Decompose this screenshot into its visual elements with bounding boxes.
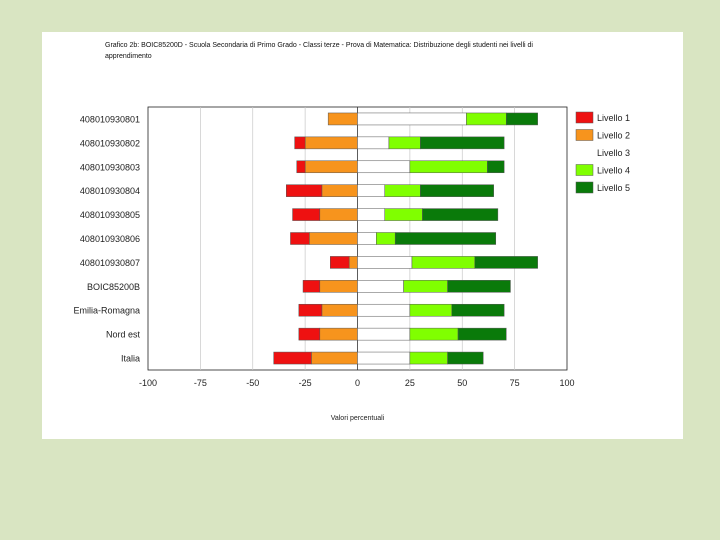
category-label: 408010930807 xyxy=(80,258,140,268)
bar-segment xyxy=(357,351,411,365)
bar-segment xyxy=(298,327,321,341)
legend-label: Livello 1 xyxy=(597,113,630,123)
bar-segment xyxy=(298,303,323,317)
bar-segment xyxy=(357,160,411,174)
category-label: 408010930806 xyxy=(80,234,140,244)
bar-segment xyxy=(422,208,499,221)
bar-segment xyxy=(357,327,411,341)
bar-segment xyxy=(304,136,358,150)
bar-segment xyxy=(466,112,507,126)
bar-segment xyxy=(409,351,448,365)
bar-segment xyxy=(357,136,390,150)
x-tick-label: -100 xyxy=(139,378,157,388)
category-label: 408010930802 xyxy=(80,138,140,148)
bar-segment xyxy=(330,256,350,269)
bar-segment xyxy=(474,256,538,269)
bar-segment xyxy=(327,112,358,126)
bar-segment xyxy=(290,232,310,245)
bar-segment xyxy=(411,256,476,269)
bar-segment xyxy=(357,256,413,269)
bar-segment xyxy=(302,280,321,293)
bar-segment xyxy=(409,303,453,317)
bar-segment xyxy=(273,351,312,365)
legend-label: Livello 4 xyxy=(597,166,630,176)
bar-segment xyxy=(457,327,507,341)
bar-segment xyxy=(296,160,306,174)
x-tick-label: -75 xyxy=(194,378,207,388)
bar-segment xyxy=(286,184,323,197)
bar-segment xyxy=(451,303,505,317)
bar-segment xyxy=(294,136,306,150)
legend-label: Livello 5 xyxy=(597,183,630,193)
legend-label: Livello 3 xyxy=(597,148,630,158)
bar-segment xyxy=(292,208,321,221)
x-tick-label: 50 xyxy=(457,378,467,388)
bar-segment xyxy=(319,208,358,221)
legend-swatch xyxy=(575,129,594,141)
x-tick-label: -50 xyxy=(246,378,259,388)
legend-swatch xyxy=(575,164,594,176)
category-label: Italia xyxy=(121,354,140,364)
bar-segment xyxy=(447,351,484,365)
bar-segment xyxy=(487,160,505,174)
bar-segment xyxy=(311,351,358,365)
bar-segment xyxy=(357,208,385,221)
category-label: 408010930805 xyxy=(80,210,140,220)
legend-swatch xyxy=(575,111,594,124)
chart-title: Grafico 2b: BOIC85200D - Scuola Secondar… xyxy=(105,42,533,60)
bar-segment xyxy=(403,280,448,293)
category-label: 408010930801 xyxy=(80,114,140,124)
x-tick-label: 0 xyxy=(355,378,360,388)
bar-segment xyxy=(304,160,358,174)
bar-segment xyxy=(357,232,377,245)
x-tick-label: 100 xyxy=(559,378,574,388)
bar-segment xyxy=(321,184,358,197)
category-label: Nord est xyxy=(106,330,141,340)
legend-label: Livello 2 xyxy=(597,131,630,141)
bar-segment xyxy=(357,280,404,293)
category-label: Emilia-Romagna xyxy=(73,306,140,316)
bar-segment xyxy=(357,184,385,197)
bar-segment xyxy=(505,112,538,126)
bar-segment xyxy=(409,160,488,174)
bar-segment xyxy=(357,303,411,317)
bar-segment xyxy=(384,208,423,221)
bar-segment xyxy=(348,256,358,269)
x-tick-label: 75 xyxy=(510,378,520,388)
legend-swatch xyxy=(575,181,594,194)
bar-segment xyxy=(420,136,505,150)
bar-segment xyxy=(357,112,467,126)
x-tick-label: 25 xyxy=(405,378,415,388)
bar-segment xyxy=(319,327,358,341)
bar-segment xyxy=(384,184,421,197)
category-label: 408010930803 xyxy=(80,162,140,172)
x-axis-label: Valori percentuali xyxy=(331,415,385,422)
bar-segment xyxy=(447,280,511,293)
category-label: 408010930804 xyxy=(80,186,140,196)
bar-segment xyxy=(376,232,396,245)
bar-segment xyxy=(309,232,358,245)
bar-segment xyxy=(321,303,358,317)
bar-segment xyxy=(388,136,421,150)
category-label: BOIC85200B xyxy=(87,282,140,292)
bar-segment xyxy=(319,280,358,293)
bar-segment xyxy=(409,327,459,341)
x-tick-label: -25 xyxy=(299,378,312,388)
bar-segment xyxy=(420,184,494,197)
bar-segment xyxy=(394,232,497,245)
